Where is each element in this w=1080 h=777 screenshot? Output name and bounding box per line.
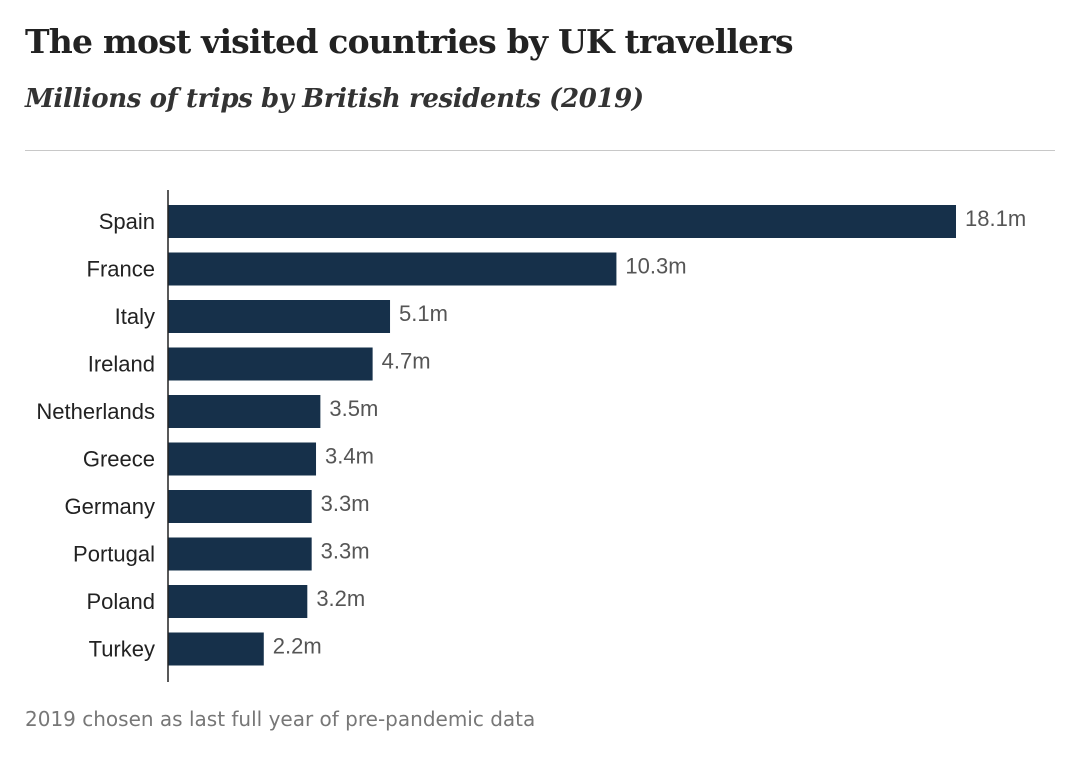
category-label-france: France xyxy=(87,257,155,282)
value-label-netherlands: 3.5m xyxy=(329,396,378,421)
chart-title: The most visited countries by UK travell… xyxy=(25,22,794,61)
bar-germany xyxy=(168,490,312,523)
bar-spain xyxy=(168,205,956,238)
labels-layer: Spain 18.1m France 10.3m Italy 5.1m Ireland 4.7… xyxy=(36,206,1026,662)
value-label-spain: 18.1m xyxy=(965,206,1026,231)
bar-netherlands xyxy=(168,395,321,428)
bar-ireland xyxy=(168,347,373,381)
category-label-poland: Poland xyxy=(86,589,155,614)
bar-turkey xyxy=(168,632,264,666)
category-label-greece: Greece xyxy=(83,447,155,472)
value-label-germany: 3.3m xyxy=(321,491,370,516)
category-label-turkey: Turkey xyxy=(89,637,155,662)
bars-layer xyxy=(168,205,956,666)
value-label-italy: 5.1m xyxy=(399,301,448,326)
value-label-greece: 3.4m xyxy=(325,444,374,469)
category-label-ireland: Ireland xyxy=(88,352,155,377)
value-label-turkey: 2.2m xyxy=(273,634,322,659)
category-label-italy: Italy xyxy=(115,304,155,329)
value-label-france: 10.3m xyxy=(625,254,686,279)
category-label-portugal: Portugal xyxy=(73,542,155,567)
chart-subtitle: Millions of trips by British residents (… xyxy=(25,84,644,114)
chart-footnote: 2019 chosen as last full year of pre-pan… xyxy=(25,707,536,731)
value-label-poland: 3.2m xyxy=(316,586,365,611)
value-label-portugal: 3.3m xyxy=(321,539,370,564)
value-label-ireland: 4.7m xyxy=(382,349,431,374)
category-label-netherlands: Netherlands xyxy=(36,399,155,424)
bar-france xyxy=(168,252,617,286)
bar-greece xyxy=(168,442,317,476)
bar-portugal xyxy=(168,537,312,571)
bar-italy xyxy=(168,300,391,333)
category-label-germany: Germany xyxy=(65,494,155,519)
header-divider xyxy=(25,150,1055,151)
category-label-spain: Spain xyxy=(99,209,155,234)
bar-poland xyxy=(168,585,308,618)
